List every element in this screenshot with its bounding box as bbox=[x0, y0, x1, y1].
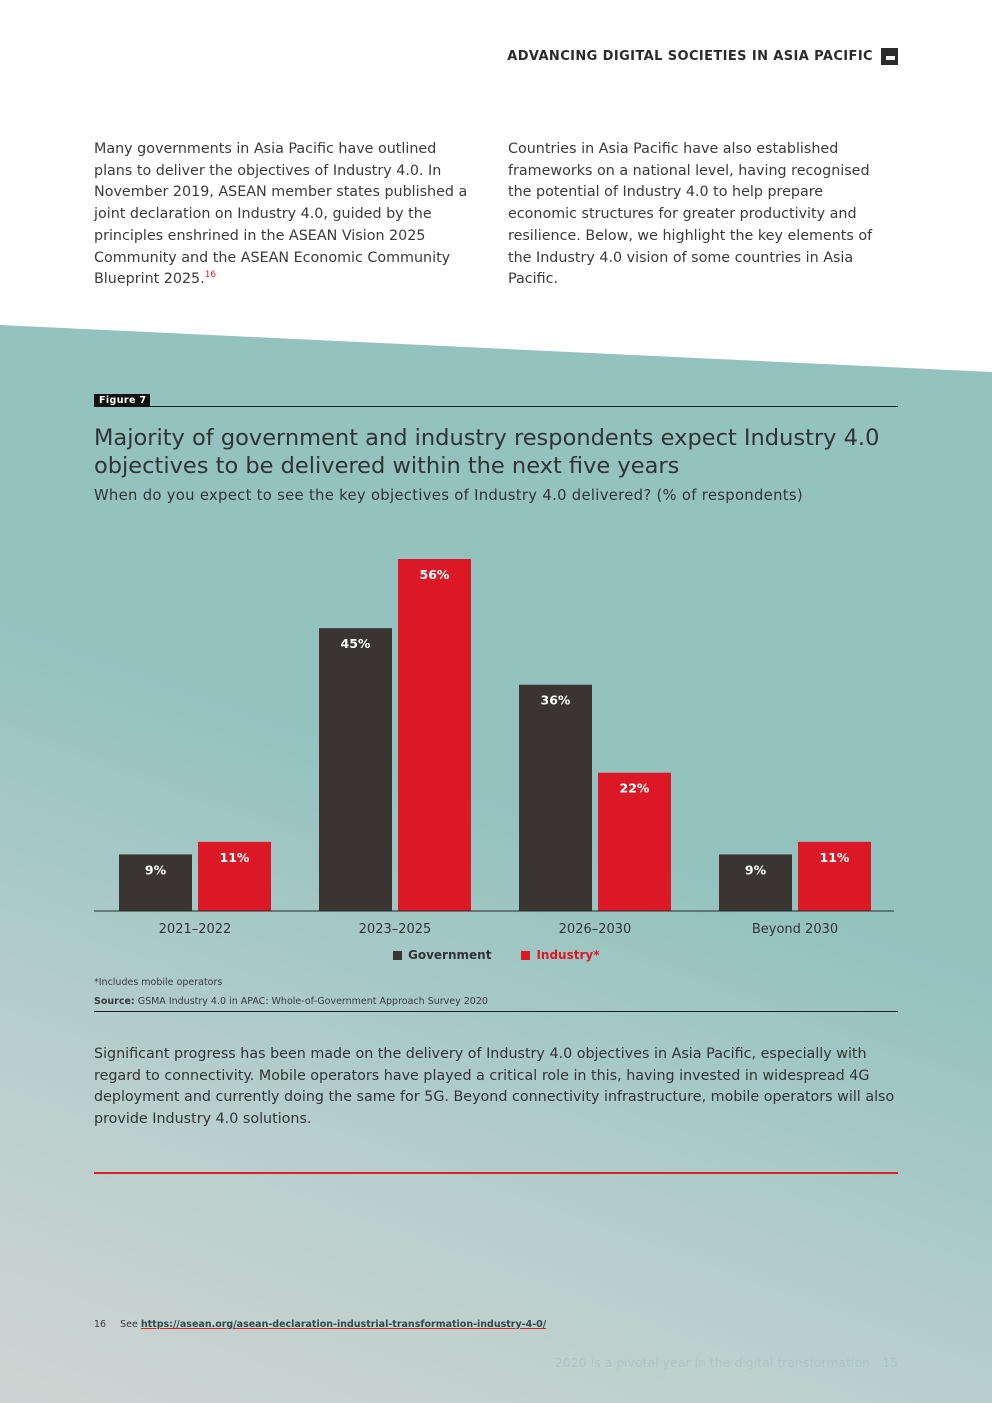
figure-tag: Figure 7 bbox=[94, 394, 150, 407]
data-label-industry-3: 11% bbox=[820, 850, 850, 865]
figure-subtitle: When do you expect to see the key object… bbox=[94, 487, 803, 504]
category-label-1: 2023–2025 bbox=[359, 922, 432, 937]
legend-label-government: Government bbox=[408, 948, 492, 962]
bar-government-3 bbox=[719, 854, 792, 911]
figure-top-rule bbox=[94, 406, 898, 407]
source-text: GSMA Industry 4.0 in APAC: Whole-of-Gove… bbox=[134, 996, 488, 1007]
category-label-0: 2021–2022 bbox=[159, 922, 232, 937]
section-divider bbox=[94, 1172, 898, 1174]
footnote-reference[interactable]: 16 bbox=[204, 270, 217, 281]
footer-text: 2020 is a pivotal year in the digital tr… bbox=[554, 1355, 871, 1370]
header-title: ADVANCING DIGITAL SOCIETIES IN ASIA PACI… bbox=[507, 49, 873, 64]
figure-source: Source: GSMA Industry 4.0 in APAC: Whole… bbox=[94, 996, 488, 1007]
source-rule bbox=[94, 1011, 898, 1012]
category-label-2: 2026–2030 bbox=[559, 922, 632, 937]
data-label-government-3: 9% bbox=[745, 862, 767, 877]
legend-swatch-government bbox=[393, 950, 402, 960]
footnote-prefix: See bbox=[120, 1319, 138, 1330]
page-footer: 2020 is a pivotal year in the digital tr… bbox=[555, 1355, 898, 1370]
bar-industry-0 bbox=[198, 841, 271, 911]
data-label-industry-1: 56% bbox=[420, 567, 450, 582]
intro-left-column: Many governments in Asia Pacific have ou… bbox=[94, 139, 479, 291]
legend-label-industry: Industry* bbox=[536, 948, 600, 962]
page-header: ADVANCING DIGITAL SOCIETIES IN ASIA PACI… bbox=[507, 48, 898, 65]
page-number: 15 bbox=[882, 1355, 898, 1370]
category-label-3: Beyond 2030 bbox=[752, 922, 838, 937]
report-logo-icon bbox=[881, 48, 898, 65]
footnote-number: 16 bbox=[94, 1319, 107, 1330]
chart-legend: Government Industry* bbox=[393, 948, 599, 962]
bar-government-0 bbox=[119, 854, 192, 911]
figure-title: Majority of government and industry resp… bbox=[94, 425, 880, 479]
footnote: 16 See https://asean.org/asean-declarati… bbox=[94, 1319, 546, 1330]
bar-industry-2 bbox=[598, 772, 671, 911]
data-label-industry-2: 22% bbox=[620, 781, 650, 796]
data-label-government-2: 36% bbox=[541, 693, 571, 708]
bar-industry-1 bbox=[398, 559, 471, 911]
data-label-industry-0: 11% bbox=[220, 850, 250, 865]
footnote-link[interactable]: https://asean.org/asean-declaration-indu… bbox=[140, 1319, 547, 1330]
data-label-government-0: 9% bbox=[145, 862, 167, 877]
body-paragraph: Significant progress has been made on th… bbox=[94, 1046, 895, 1128]
bar-chart: 9% 11% 2021–2022 45% 56% 2023–2025 36% 22% 2026–… bbox=[94, 559, 894, 937]
legend-item-government: Government bbox=[393, 948, 491, 962]
intro-left-text: Many governments in Asia Pacific have ou… bbox=[94, 141, 468, 288]
source-label: Source: bbox=[94, 996, 135, 1007]
intro-right-column: Countries in Asia Pacific have also esta… bbox=[508, 139, 893, 291]
bar-industry-3 bbox=[798, 841, 871, 911]
bar-government-2 bbox=[519, 684, 592, 911]
figure-note: *Includes mobile operators bbox=[94, 977, 223, 988]
bar-government-1 bbox=[319, 628, 392, 911]
intro-right-text: Countries in Asia Pacific have also esta… bbox=[508, 141, 873, 288]
data-label-government-1: 45% bbox=[341, 636, 371, 651]
legend-swatch-industry bbox=[521, 950, 531, 960]
legend-item-industry: Industry* bbox=[521, 948, 599, 962]
